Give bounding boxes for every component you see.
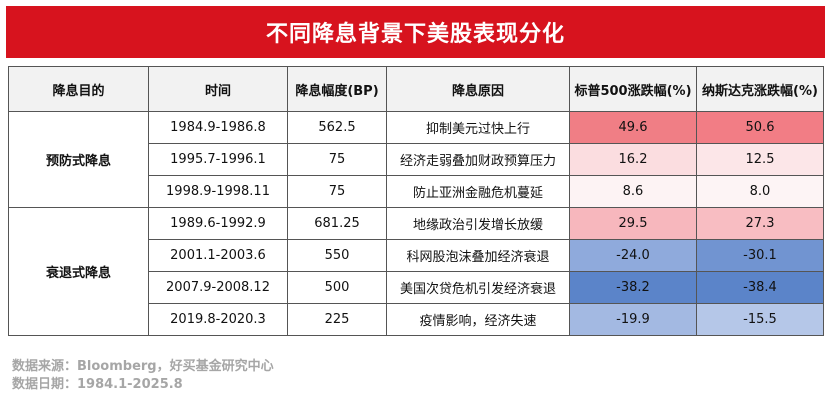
nasdaq-cell: -30.1 [696, 239, 824, 272]
reason-cell: 防止亚洲金融危机蔓延 [386, 175, 570, 208]
header-row: 降息目的 时间 降息幅度(BP) 降息原因 标普500涨跌幅(%) 纳斯达克涨跌… [8, 66, 824, 112]
time-cell: 1989.6-1992.9 [148, 207, 288, 240]
bp-cell: 562.5 [287, 111, 387, 144]
reason-cell: 经济走弱叠加财政预算压力 [386, 143, 570, 176]
table-row: 衰退式降息 1989.6-1992.9 681.25 地缘政治引发增长放缓 29.5 27… [8, 207, 824, 336]
time-cell: 2019.8-2020.3 [148, 303, 288, 336]
sp500-cell: 8.6 [569, 175, 697, 208]
sp500-cell: -19.9 [569, 303, 697, 336]
comparison-table: 降息目的 时间 降息幅度(BP) 降息原因 标普500涨跌幅(%) 纳斯达克涨跌… [8, 66, 824, 336]
time-cell: 2007.9-2008.12 [148, 271, 288, 304]
bp-cell: 550 [287, 239, 387, 272]
sp500-cell: 16.2 [569, 143, 697, 176]
table-row: 1998.9-1998.11 75 防止亚洲金融危机蔓延 8.6 8.0 [9, 175, 824, 208]
time-cell: 1995.7-1996.1 [148, 143, 288, 176]
bp-cell: 225 [287, 303, 387, 336]
nasdaq-cell: 50.6 [696, 111, 824, 144]
bp-cell: 681.25 [287, 207, 387, 240]
header-nasdaq: 纳斯达克涨跌幅(%) [696, 66, 824, 112]
reason-cell: 科网股泡沫叠加经济衰退 [386, 239, 570, 272]
table-row: 预防式降息 1984.9-1986.8 562.5 抑制美元过快上行 49.6 50.6 [8, 111, 824, 208]
table-row: 2019.8-2020.3 225 疫情影响，经济失速 -19.9 -15.5 [9, 303, 824, 336]
bp-cell: 75 [287, 143, 387, 176]
footer: 数据来源：Bloomberg，好买基金研究中心 数据日期：1984.1-2025… [12, 358, 274, 394]
nasdaq-cell: 12.5 [696, 143, 824, 176]
sp500-cell: -38.2 [569, 271, 697, 304]
title-banner: 不同降息背景下美股表现分化 [6, 6, 825, 58]
table-row: 2007.9-2008.12 500 美国次贷危机引发经济衰退 -38.2 -38.4 [9, 271, 824, 304]
time-cell: 2001.1-2003.6 [148, 239, 288, 272]
date-note: 数据日期：1984.1-2025.8 [12, 377, 183, 392]
sp500-cell: -24.0 [569, 239, 697, 272]
group-label: 预防式降息 [8, 111, 149, 208]
group-label: 衰退式降息 [8, 207, 149, 336]
header-purpose: 降息目的 [8, 66, 149, 112]
source-note: 数据来源：Bloomberg，好买基金研究中心 [12, 359, 274, 374]
header-time: 时间 [148, 66, 288, 112]
header-reason: 降息原因 [386, 66, 570, 112]
nasdaq-cell: -38.4 [696, 271, 824, 304]
table-row: 1995.7-1996.1 75 经济走弱叠加财政预算压力 16.2 12.5 [9, 143, 824, 176]
header-sp500: 标普500涨跌幅(%) [569, 66, 697, 112]
page-title: 不同降息背景下美股表现分化 [265, 22, 565, 47]
table-row: 2001.1-2003.6 550 科网股泡沫叠加经济衰退 -24.0 -30.1 [9, 239, 824, 272]
nasdaq-cell: -15.5 [696, 303, 824, 336]
time-cell: 1998.9-1998.11 [148, 175, 288, 208]
bp-cell: 75 [287, 175, 387, 208]
nasdaq-cell: 27.3 [696, 207, 824, 240]
reason-cell: 疫情影响，经济失速 [386, 303, 570, 336]
reason-cell: 地缘政治引发增长放缓 [386, 207, 570, 240]
reason-cell: 美国次贷危机引发经济衰退 [386, 271, 570, 304]
bp-cell: 500 [287, 271, 387, 304]
header-bp: 降息幅度(BP) [287, 66, 387, 112]
sp500-cell: 29.5 [569, 207, 697, 240]
reason-cell: 抑制美元过快上行 [386, 111, 570, 144]
time-cell: 1984.9-1986.8 [148, 111, 288, 144]
sp500-cell: 49.6 [569, 111, 697, 144]
nasdaq-cell: 8.0 [696, 175, 824, 208]
